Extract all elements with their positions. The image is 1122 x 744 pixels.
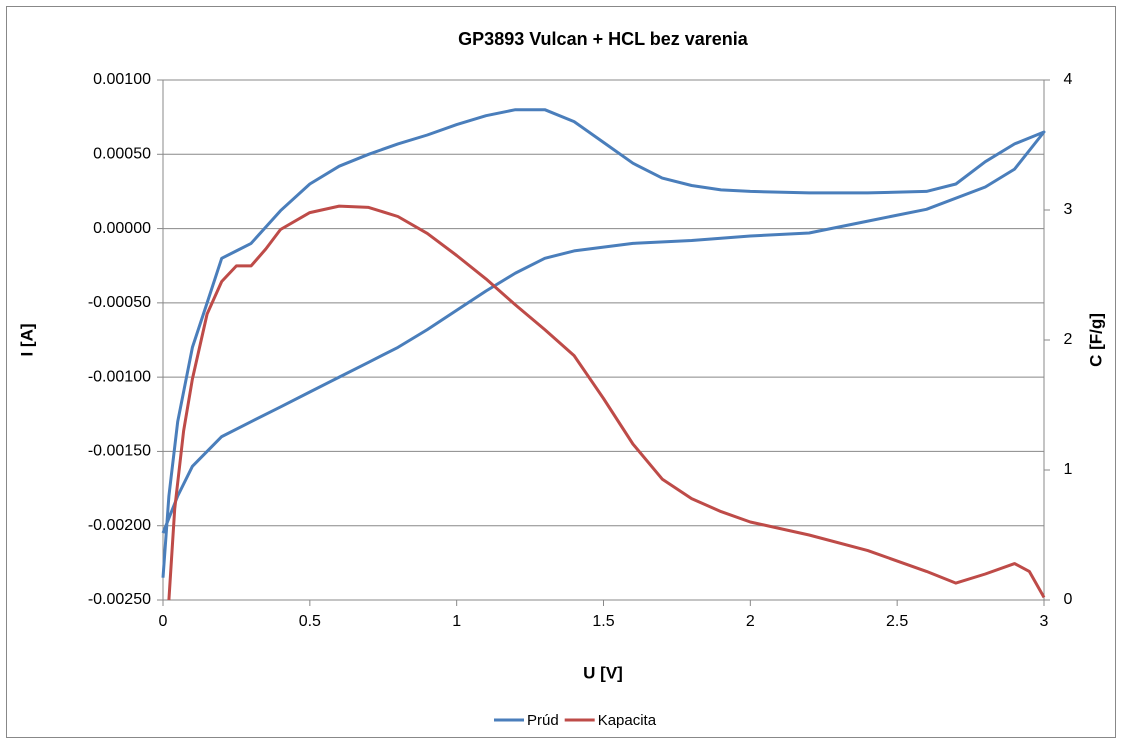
y-axis-label: I [A] [17,323,36,356]
y-tick-label: 0.00000 [93,220,151,237]
y2-axis-label: C [F/g] [1086,313,1105,367]
x-axis-label: U [V] [583,663,623,682]
y-tick-label: 0.00050 [93,146,151,163]
x-tick-label: 1 [452,613,461,630]
y2-tick-label: 4 [1064,71,1073,88]
y2-tick-label: 1 [1064,461,1073,478]
y-tick-label: 0.00100 [93,71,151,88]
x-tick-label: 2 [746,613,755,630]
y2-tick-label: 3 [1064,201,1073,218]
series-line [161,108,1046,578]
y-tick-label: -0.00250 [88,591,151,608]
x-tick-label: 2.5 [886,613,908,630]
x-tick-label: 0 [159,613,168,630]
y-tick-label: -0.00050 [88,294,151,311]
legend-label: Kapacita [598,712,657,729]
x-tick-label: 3 [1040,613,1049,630]
y2-tick-label: 0 [1064,591,1073,608]
chart-title: GP3893 Vulcan + HCL bez varenia [458,29,749,49]
x-tick-label: 1.5 [592,613,614,630]
series-line [167,204,1046,601]
y-tick-label: -0.00200 [88,517,151,534]
y-tick-label: -0.00100 [88,368,151,385]
chart-border [6,6,1116,738]
legend-label: Prúd [527,712,559,729]
y2-tick-label: 2 [1064,331,1073,348]
x-tick-label: 0.5 [299,613,321,630]
y-tick-label: -0.00150 [88,443,151,460]
